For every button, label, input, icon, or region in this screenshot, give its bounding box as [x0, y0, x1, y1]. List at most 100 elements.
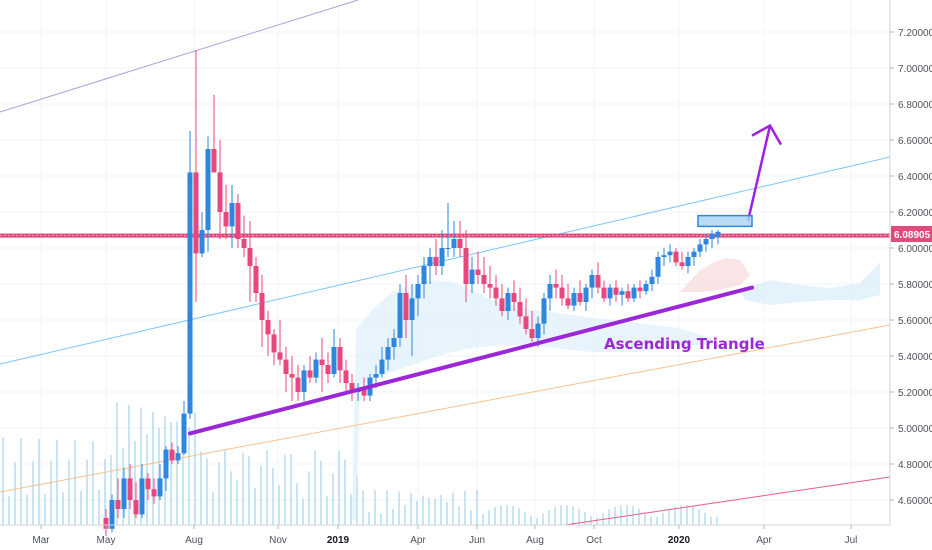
- candle-body: [235, 203, 241, 239]
- volume-bar: [26, 494, 28, 525]
- volume-bar: [68, 460, 70, 525]
- channel-line-upper: [0, 0, 359, 113]
- volume-bar: [608, 509, 610, 525]
- candle-body: [349, 383, 355, 392]
- volume-bar: [428, 497, 430, 525]
- candle-body: [661, 255, 667, 257]
- candle-body: [283, 359, 289, 374]
- candle-body: [397, 293, 403, 338]
- candle-body: [715, 231, 721, 238]
- volume-bar: [638, 508, 640, 525]
- volume-bar: [404, 504, 406, 525]
- candle-body: [643, 284, 649, 292]
- candle-body: [127, 478, 133, 500]
- volume-bar: [440, 494, 442, 525]
- volume-bar: [98, 489, 100, 525]
- volume-bar: [248, 456, 250, 525]
- candle-body: [313, 359, 319, 378]
- volume-bar: [158, 427, 160, 525]
- volume-bar: [110, 455, 112, 525]
- candle-body: [121, 478, 127, 509]
- y-axis: 7.20000 7.00000 6.80000 6.60000 6.40000 6.200…: [889, 0, 932, 525]
- volume-bar: [446, 502, 448, 525]
- candle-body: [175, 453, 181, 461]
- volume-bar: [224, 450, 226, 525]
- volume-bar: [362, 490, 364, 525]
- candle-body: [337, 347, 343, 371]
- target-box: [697, 214, 753, 228]
- candle-body: [115, 500, 121, 509]
- volume-bar: [344, 459, 346, 525]
- candle-body: [487, 284, 493, 288]
- y-tick-label: 7.00000: [898, 64, 932, 75]
- candle-body: [583, 287, 589, 302]
- candle-body: [295, 377, 301, 392]
- y-tick-label: 5.40000: [898, 352, 932, 363]
- volume-bar: [326, 496, 328, 525]
- arrow-head: [751, 123, 783, 146]
- candle-body: [199, 230, 205, 254]
- volume-bar: [668, 509, 670, 525]
- volume-bar: [590, 516, 592, 525]
- volume-bar: [308, 471, 310, 525]
- volume-bar: [338, 450, 340, 525]
- volume-bar: [20, 438, 22, 525]
- volume-bar: [476, 490, 478, 525]
- candle-body: [685, 257, 691, 266]
- candle-body: [229, 203, 235, 227]
- cloud-area-future: [740, 262, 880, 305]
- candle-body: [319, 359, 325, 365]
- volume-bar: [368, 512, 370, 525]
- volume-bar: [680, 505, 682, 525]
- volume-bar: [182, 416, 184, 525]
- volume-bar: [416, 501, 418, 525]
- candle-body: [697, 244, 703, 252]
- volume-bar: [530, 515, 532, 525]
- candle-body: [589, 275, 595, 288]
- x-tick-label: 2020: [668, 535, 691, 546]
- volume-bar: [524, 511, 526, 525]
- candle-body: [379, 359, 385, 374]
- support-trendline: [188, 285, 754, 436]
- volume-bar: [626, 505, 628, 525]
- y-tick-label: 6.20000: [898, 208, 932, 219]
- candle-body: [331, 347, 337, 374]
- ichimoku-cloud: [352, 258, 880, 520]
- x-tick-label: Aug: [526, 535, 544, 546]
- volume-bar: [176, 421, 178, 525]
- x-tick-label: 2019: [327, 535, 350, 546]
- volume-bar: [92, 441, 94, 525]
- candle-body: [187, 172, 193, 414]
- candle-body: [205, 149, 211, 230]
- volume-bar: [200, 451, 202, 525]
- y-tick-label: 5.20000: [898, 388, 932, 399]
- candle-body: [571, 293, 577, 306]
- y-tick-label: 6.00000: [898, 244, 932, 255]
- drawing-annotations: [188, 123, 783, 436]
- volume-bar: [686, 505, 688, 525]
- candle-body: [523, 316, 529, 329]
- x-tick-label: Jun: [469, 535, 485, 546]
- grid: [0, 0, 890, 525]
- candle-body: [421, 266, 427, 284]
- volume-bar: [62, 492, 64, 525]
- candle-body: [433, 257, 439, 266]
- y-tick-label: 4.60000: [898, 496, 932, 507]
- y-tick-label: 4.80000: [898, 460, 932, 471]
- volume-bar: [620, 505, 622, 525]
- candle-body: [667, 251, 673, 256]
- candle-body: [439, 248, 445, 266]
- y-tick-label: 6.40000: [898, 172, 932, 183]
- channel-line-mid: [0, 156, 891, 365]
- volume-bar: [656, 517, 658, 525]
- volume-bar: [206, 458, 208, 525]
- volume-bar: [482, 513, 484, 525]
- candle-body: [301, 370, 307, 392]
- candle-body: [415, 284, 421, 299]
- volume-bar: [452, 492, 454, 525]
- candle-body: [223, 212, 229, 227]
- volume-bar: [632, 506, 634, 525]
- volume-bar: [8, 496, 10, 525]
- candle-body: [325, 365, 331, 374]
